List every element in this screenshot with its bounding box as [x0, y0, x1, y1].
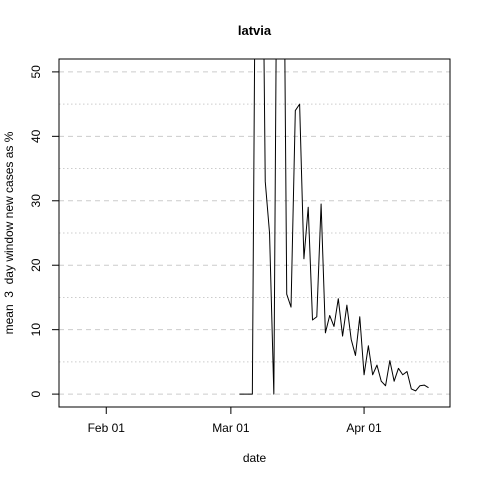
- x-tick-label: Feb 01: [88, 421, 126, 435]
- series-line-0: [239, 59, 429, 395]
- x-axis: Feb 01 Mar 01 Apr 01: [88, 406, 382, 435]
- x-axis-label: date: [243, 451, 267, 465]
- y-axis-label: mean 3 day window new cases as %: [2, 131, 16, 334]
- y-tick-label: 30: [29, 194, 43, 208]
- chart-title: latvia: [238, 23, 272, 38]
- x-tick-label: Mar 01: [212, 421, 250, 435]
- x-tick-label: Apr 01: [346, 421, 382, 435]
- y-tick-label: 50: [29, 65, 43, 79]
- y-tick-label: 0: [29, 390, 43, 397]
- series-layer: [239, 59, 429, 395]
- y-axis: 0 10 20 30 40 50: [29, 65, 60, 397]
- grid-layer: [59, 71, 450, 395]
- y-tick-label: 20: [29, 258, 43, 272]
- y-tick-label: 10: [29, 323, 43, 337]
- y-tick-label: 40: [29, 129, 43, 143]
